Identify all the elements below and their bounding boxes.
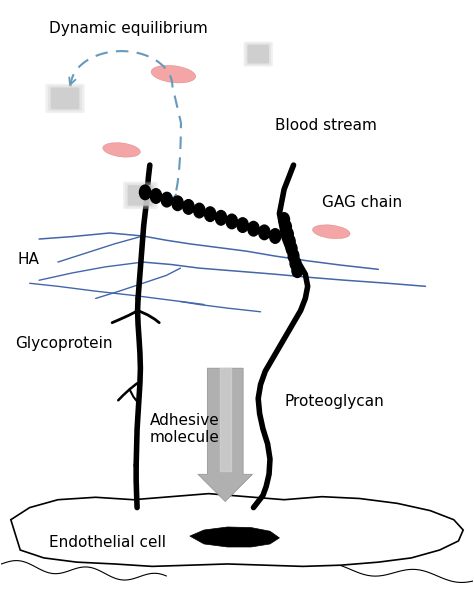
FancyBboxPatch shape bbox=[48, 86, 82, 111]
Circle shape bbox=[279, 213, 290, 227]
FancyBboxPatch shape bbox=[51, 88, 79, 109]
Text: Blood stream: Blood stream bbox=[275, 118, 376, 133]
Circle shape bbox=[292, 264, 303, 278]
Circle shape bbox=[237, 218, 248, 233]
Circle shape bbox=[150, 189, 162, 203]
Circle shape bbox=[290, 256, 301, 270]
Text: GAG chain: GAG chain bbox=[322, 195, 402, 210]
Circle shape bbox=[286, 242, 297, 256]
FancyBboxPatch shape bbox=[128, 185, 153, 206]
Text: Endothelial cell: Endothelial cell bbox=[48, 535, 165, 550]
Circle shape bbox=[284, 234, 295, 248]
Text: Glycoprotein: Glycoprotein bbox=[16, 336, 113, 351]
Circle shape bbox=[194, 203, 205, 218]
Circle shape bbox=[226, 214, 237, 229]
Circle shape bbox=[139, 185, 151, 200]
Polygon shape bbox=[11, 494, 463, 566]
Polygon shape bbox=[190, 527, 279, 547]
Circle shape bbox=[270, 229, 281, 243]
Ellipse shape bbox=[103, 143, 140, 157]
FancyBboxPatch shape bbox=[46, 84, 84, 113]
Circle shape bbox=[288, 249, 299, 263]
Text: Adhesive
molecule: Adhesive molecule bbox=[150, 412, 219, 445]
FancyBboxPatch shape bbox=[246, 43, 271, 65]
Text: Dynamic equilibrium: Dynamic equilibrium bbox=[48, 21, 207, 36]
Ellipse shape bbox=[151, 65, 196, 83]
Circle shape bbox=[283, 227, 293, 241]
Circle shape bbox=[172, 196, 183, 211]
FancyBboxPatch shape bbox=[123, 181, 158, 209]
FancyBboxPatch shape bbox=[126, 183, 155, 208]
Circle shape bbox=[281, 220, 292, 234]
Text: HA: HA bbox=[18, 252, 40, 267]
Ellipse shape bbox=[312, 225, 350, 239]
Polygon shape bbox=[198, 368, 253, 502]
FancyBboxPatch shape bbox=[244, 41, 273, 66]
FancyBboxPatch shape bbox=[247, 44, 269, 63]
Circle shape bbox=[161, 192, 173, 207]
Circle shape bbox=[259, 225, 270, 239]
Text: Proteoglycan: Proteoglycan bbox=[284, 394, 384, 409]
Circle shape bbox=[204, 207, 216, 222]
Circle shape bbox=[248, 222, 259, 236]
Circle shape bbox=[215, 211, 227, 225]
Circle shape bbox=[183, 200, 194, 214]
